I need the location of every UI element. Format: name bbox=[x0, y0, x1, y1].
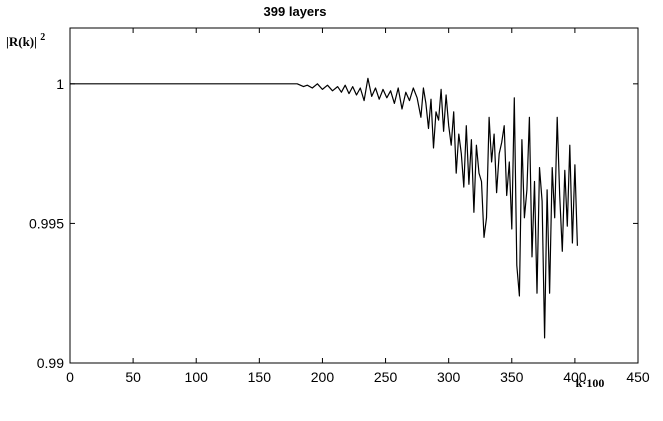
y-tick-label-0: 0.99 bbox=[37, 355, 64, 371]
chart-title: 399 layers bbox=[264, 4, 327, 19]
x-tick-label-8: 400 bbox=[563, 369, 587, 385]
x-tick-label-4: 200 bbox=[311, 369, 335, 385]
x-tick-label-9: 450 bbox=[626, 369, 650, 385]
x-tick-label-6: 300 bbox=[437, 369, 461, 385]
plot-frame bbox=[69, 27, 639, 364]
x-tick-label-0: 0 bbox=[66, 369, 74, 385]
x-tick-label-1: 50 bbox=[125, 369, 141, 385]
x-axis-label: k·100 bbox=[576, 376, 605, 390]
x-tick-label-5: 250 bbox=[374, 369, 398, 385]
y-axis-ticks: 0.99 0.995 1 bbox=[29, 76, 638, 371]
series-line bbox=[70, 77, 578, 339]
y-axis-label: |R(k)| 2 bbox=[6, 32, 45, 49]
y-tick-label-2: 1 bbox=[56, 76, 64, 92]
x-tick-label-2: 100 bbox=[185, 369, 209, 385]
y-axis-label-superscript: 2 bbox=[40, 32, 45, 43]
y-tick-label-1: 0.995 bbox=[29, 215, 64, 231]
y-axis-label-main: |R(k)| bbox=[6, 34, 37, 49]
x-tick-label-7: 350 bbox=[500, 369, 524, 385]
x-axis-ticks: 0 50 100 150 200 250 300 350 400 450 bbox=[66, 28, 650, 385]
x-tick-label-3: 150 bbox=[248, 369, 272, 385]
